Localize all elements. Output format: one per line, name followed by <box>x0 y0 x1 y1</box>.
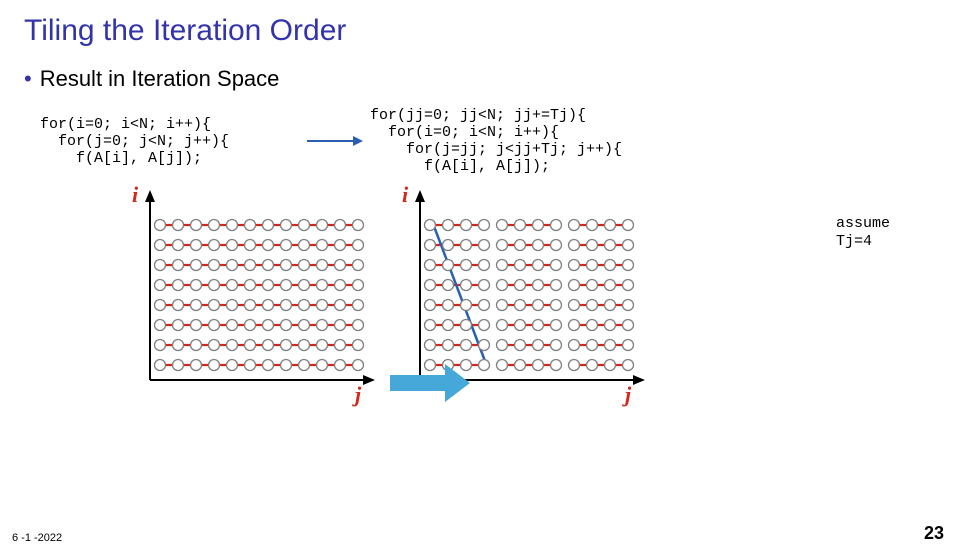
svg-text:j: j <box>622 382 632 407</box>
code-line: for(i=0; i<N; i++){ <box>370 124 690 141</box>
subtitle-text: Result in Iteration Space <box>40 66 280 91</box>
footer-date: 6 -1 -2022 <box>12 532 62 544</box>
code-line: f(A[i], A[j]); <box>370 158 690 175</box>
svg-text:i: i <box>132 185 139 207</box>
iteration-space-left: ij <box>120 185 380 410</box>
code-line: for(i=0; i<N; i++){ <box>40 116 300 133</box>
arrow-right-icon <box>305 131 365 151</box>
svg-text:j: j <box>352 382 362 407</box>
code-line: for(j=0; j<N; j++){ <box>40 133 300 150</box>
big-arrow-icon <box>390 364 470 402</box>
assume-line: assume <box>836 215 890 233</box>
code-comparison-row: for(i=0; i<N; i++){ for(j=0; j<N; j++){ … <box>40 107 960 175</box>
assume-note: assume Tj=4 <box>836 215 890 251</box>
page-title: Tiling the Iteration Order <box>24 14 960 48</box>
code-after: for(jj=0; jj<N; jj+=Tj){ for(i=0; i<N; i… <box>370 107 690 175</box>
bullet-subtitle: • Result in Iteration Space <box>24 66 960 92</box>
assume-line: Tj=4 <box>836 233 890 251</box>
svg-text:i: i <box>402 185 409 207</box>
diagram-row: ij ij assume Tj=4 <box>120 185 960 410</box>
code-before: for(i=0; i<N; i++){ for(j=0; j<N; j++){ … <box>40 116 300 167</box>
code-line: f(A[i], A[j]); <box>40 150 300 167</box>
footer-page-number: 23 <box>924 523 944 544</box>
transform-arrow <box>300 131 370 151</box>
bullet-dot-icon: • <box>24 66 32 91</box>
code-line: for(j=jj; j<jj+Tj; j++){ <box>370 141 690 158</box>
code-line: for(jj=0; jj<N; jj+=Tj){ <box>370 107 690 124</box>
